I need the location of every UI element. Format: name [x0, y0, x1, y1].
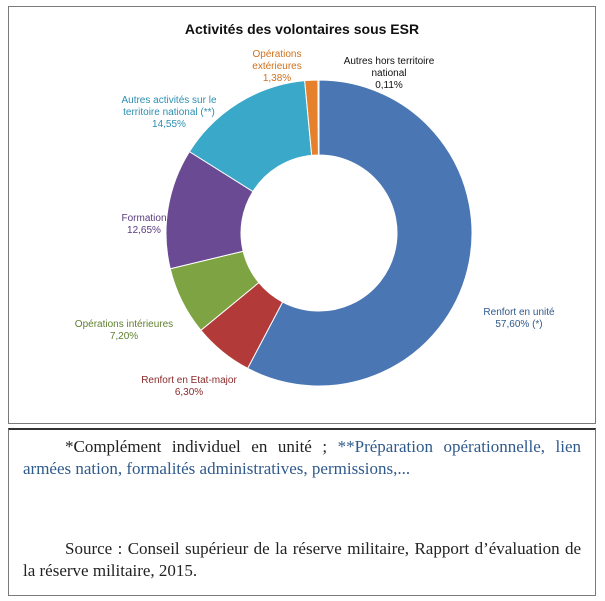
slice-label-text: national: [324, 68, 454, 80]
slice-value: 14,55%: [94, 119, 244, 131]
slice-label-text: Autres hors territoire: [324, 56, 454, 68]
slice-label-text: Autres activités sur le: [94, 95, 244, 107]
slice-label-text: Formation: [89, 213, 199, 225]
slice-value: 12,65%: [89, 225, 199, 237]
slice-label: Autres activités sur le territoire nation…: [94, 95, 244, 131]
slice-label-text: Opérations: [237, 49, 317, 61]
slice-label: Opérations extérieures 1,38%: [237, 49, 317, 85]
slice-label: Opérations intérieures 7,20%: [49, 319, 199, 343]
slice-value: 57,60% (*): [449, 319, 589, 331]
slice-value: 1,38%: [237, 73, 317, 85]
source-note: Source : Conseil supérieur de la réserve…: [23, 538, 581, 582]
slice-label-text: territoire national (**): [94, 107, 244, 119]
footnote: *Complément individuel en unité ; **Prép…: [23, 436, 581, 480]
slice-label: Renfort en unité 57,60% (*): [449, 307, 589, 331]
chart-panel: Activités des volontaires sous ESR Renfo…: [8, 6, 596, 424]
slice-label-text: Renfort en unité: [449, 307, 589, 319]
footnote-part1: *Complément individuel en unité ;: [65, 437, 338, 456]
notes-panel: *Complément individuel en unité ; **Prép…: [8, 428, 596, 596]
slice-value: 7,20%: [49, 331, 199, 343]
slice-label-text: Opérations intérieures: [49, 319, 199, 331]
slice-label: Formation 12,65%: [89, 213, 199, 237]
slice-label-text: extérieures: [237, 61, 317, 73]
slice-value: 6,30%: [104, 387, 274, 399]
slice-value: 0,11%: [324, 80, 454, 92]
slice-label: Autres hors territoire national 0,11%: [324, 56, 454, 92]
slice-label-text: Renfort en Etat-major: [104, 375, 274, 387]
donut-slice: [318, 80, 319, 155]
slice-label: Renfort en Etat-major 6,30%: [104, 375, 274, 399]
